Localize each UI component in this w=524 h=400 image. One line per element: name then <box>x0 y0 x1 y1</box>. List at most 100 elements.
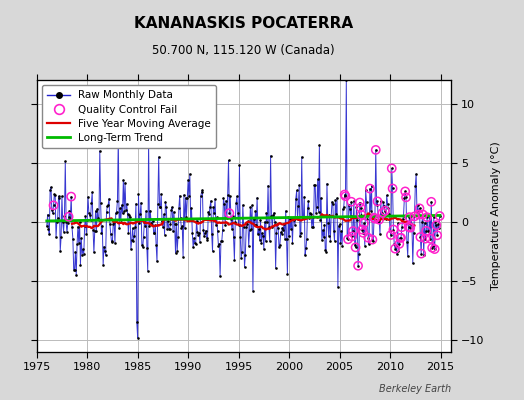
Point <box>242 224 250 231</box>
Point <box>43 211 52 218</box>
Point <box>413 209 421 215</box>
Point <box>369 238 377 244</box>
Point <box>364 234 373 241</box>
Point <box>361 243 369 249</box>
Point <box>339 206 347 212</box>
Point <box>394 248 402 254</box>
Point <box>427 198 435 205</box>
Point <box>402 194 410 200</box>
Point <box>126 214 134 220</box>
Point <box>155 154 163 160</box>
Point <box>416 205 424 212</box>
Point <box>377 215 386 222</box>
Point <box>160 231 169 238</box>
Point <box>295 182 303 188</box>
Point <box>263 219 271 225</box>
Point <box>322 248 330 255</box>
Point <box>341 193 350 200</box>
Point <box>179 253 187 260</box>
Point <box>188 230 196 237</box>
Point <box>121 179 129 186</box>
Point <box>219 195 227 201</box>
Point <box>148 222 156 228</box>
Point <box>387 232 395 238</box>
Point <box>110 218 118 225</box>
Point <box>59 219 67 225</box>
Point <box>248 202 256 208</box>
Point <box>345 202 353 208</box>
Point <box>169 228 177 234</box>
Point <box>261 238 270 244</box>
Point <box>133 319 141 326</box>
Point <box>381 208 389 214</box>
Point <box>294 202 302 209</box>
Point <box>417 250 425 257</box>
Point <box>96 200 105 206</box>
Point <box>159 224 167 230</box>
Point <box>190 235 198 241</box>
Point <box>192 217 201 224</box>
Point <box>131 224 139 230</box>
Point <box>74 239 83 246</box>
Point <box>356 199 364 206</box>
Point <box>410 213 419 220</box>
Point <box>167 207 176 214</box>
Y-axis label: Temperature Anomaly (°C): Temperature Anomaly (°C) <box>492 142 501 290</box>
Point <box>49 210 57 216</box>
Point <box>225 210 234 216</box>
Point <box>212 222 220 228</box>
Point <box>97 230 106 237</box>
Point <box>53 218 61 225</box>
Point <box>66 208 74 214</box>
Point <box>266 238 274 244</box>
Point <box>220 200 228 207</box>
Point <box>246 204 255 210</box>
Point <box>130 233 138 240</box>
Point <box>208 231 216 237</box>
Point <box>347 198 356 205</box>
Point <box>308 224 316 231</box>
Point <box>156 204 165 210</box>
Point <box>392 251 401 257</box>
Point <box>370 216 379 222</box>
Point <box>237 255 245 261</box>
Point <box>366 186 374 192</box>
Point <box>63 220 72 226</box>
Point <box>424 228 432 235</box>
Point <box>98 222 106 229</box>
Point <box>162 204 170 210</box>
Point <box>410 213 419 220</box>
Point <box>111 240 119 246</box>
Point <box>429 243 437 249</box>
Point <box>275 244 283 250</box>
Point <box>324 220 332 226</box>
Point <box>150 230 159 236</box>
Point <box>381 208 389 214</box>
Point <box>166 226 174 232</box>
Point <box>347 198 356 205</box>
Point <box>326 238 334 244</box>
Point <box>118 210 127 217</box>
Point <box>364 234 373 241</box>
Point <box>166 221 174 228</box>
Point <box>355 250 363 257</box>
Point <box>289 215 298 221</box>
Point <box>69 235 77 242</box>
Point <box>332 210 341 217</box>
Point <box>120 208 128 215</box>
Point <box>370 216 379 222</box>
Point <box>405 224 413 230</box>
Point <box>277 229 285 236</box>
Point <box>414 211 423 218</box>
Point <box>73 241 81 248</box>
Point <box>345 205 354 212</box>
Point <box>231 219 239 225</box>
Point <box>86 217 95 223</box>
Point <box>424 228 433 234</box>
Point <box>54 193 63 199</box>
Point <box>296 233 304 240</box>
Point <box>177 215 185 222</box>
Point <box>80 250 88 257</box>
Point <box>408 222 416 228</box>
Point <box>234 209 242 216</box>
